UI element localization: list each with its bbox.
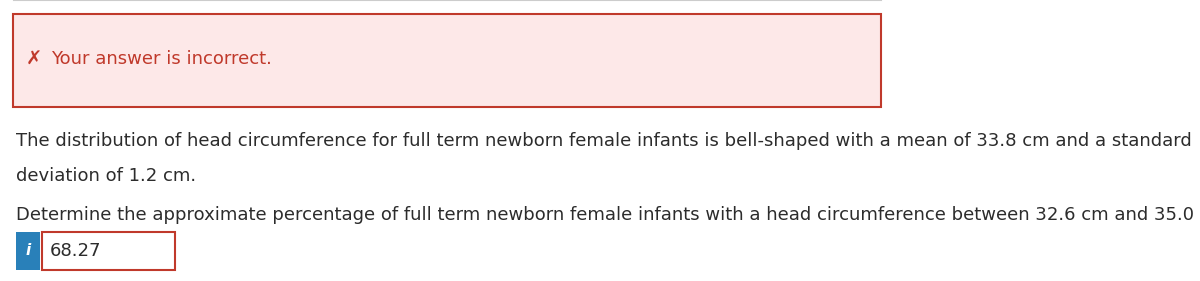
Text: Determine the approximate percentage of full term newborn female infants with a : Determine the approximate percentage of … xyxy=(16,206,1200,224)
Text: deviation of 1.2 cm.: deviation of 1.2 cm. xyxy=(16,167,197,185)
Text: Your answer is incorrect.: Your answer is incorrect. xyxy=(52,50,272,68)
FancyBboxPatch shape xyxy=(42,232,175,270)
FancyBboxPatch shape xyxy=(16,232,41,270)
FancyBboxPatch shape xyxy=(13,14,881,107)
Text: ✗: ✗ xyxy=(26,49,42,69)
Text: The distribution of head circumference for full term newborn female infants is b: The distribution of head circumference f… xyxy=(16,132,1192,149)
Text: 68.27: 68.27 xyxy=(50,242,102,260)
Text: i: i xyxy=(25,243,31,259)
